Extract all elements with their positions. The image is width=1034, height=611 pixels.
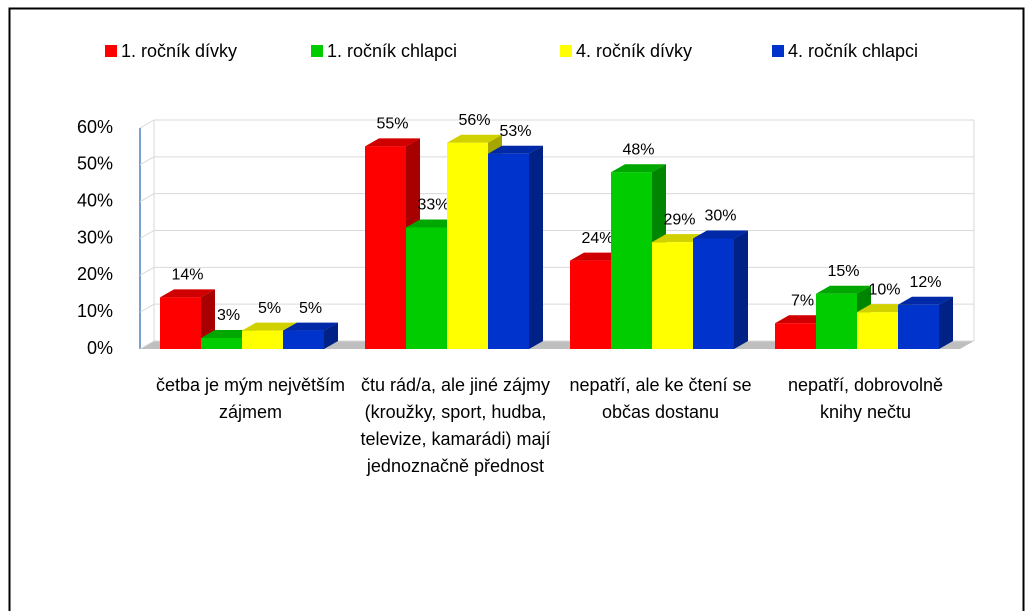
side-grid-line	[139, 266, 155, 276]
data-label: 55%	[376, 116, 408, 133]
bar	[611, 172, 652, 349]
bar-top	[693, 230, 748, 239]
side-grid-line	[139, 303, 155, 313]
bar	[160, 297, 201, 349]
data-label: 5%	[299, 300, 322, 317]
bar-top-shade	[447, 134, 502, 143]
legend-label: 4. ročník dívky	[576, 41, 692, 61]
side-grid-line	[139, 156, 155, 166]
data-label: 33%	[417, 197, 449, 214]
data-label: 3%	[217, 307, 240, 324]
bar	[816, 293, 857, 349]
y-tick-label: 10%	[77, 301, 113, 321]
bar-top-shade	[693, 230, 748, 239]
legend-label: 1. ročník dívky	[121, 41, 237, 61]
bar-top	[816, 285, 871, 294]
legend-label: 1. ročník chlapci	[327, 41, 457, 61]
y-tick-label: 20%	[77, 264, 113, 284]
y-tick-label: 30%	[77, 227, 113, 247]
x-tick-label: četba je mým největším zájmem	[155, 375, 346, 422]
x-tick-label: čtu rád/a, ale jiné zájmy (kroužky, spor…	[360, 375, 551, 476]
bar-side	[939, 296, 953, 349]
bar-top	[898, 296, 953, 305]
bar	[693, 238, 734, 349]
bar-top-shade	[160, 289, 215, 298]
bar-top	[611, 164, 666, 173]
bar-top	[488, 145, 543, 154]
bar-side	[529, 145, 543, 349]
bar-side	[734, 230, 748, 349]
data-label: 5%	[258, 300, 281, 317]
bar-side	[324, 322, 338, 349]
bar	[406, 227, 447, 349]
bar	[652, 242, 693, 349]
data-label: 53%	[499, 123, 531, 140]
bar-top	[283, 322, 338, 331]
bar-top-shade	[488, 145, 543, 154]
bar	[570, 260, 611, 349]
bar-top	[242, 322, 297, 331]
y-tick-label: 0%	[87, 338, 113, 358]
data-label: 30%	[704, 208, 736, 225]
side-grid-line	[139, 340, 155, 350]
bar	[242, 330, 283, 349]
bar-top-shade	[816, 285, 871, 294]
frame	[8, 7, 1025, 611]
x-tick-label: nepatří, ale ke čtení se občas dostanu	[569, 375, 752, 422]
data-label: 56%	[458, 112, 490, 129]
legend-swatch	[311, 45, 323, 57]
y-tick-label: 40%	[77, 190, 113, 210]
data-label: 24%	[581, 230, 613, 247]
bar	[365, 146, 406, 349]
bar	[283, 330, 324, 349]
bar-side-shade	[734, 230, 748, 349]
bar	[857, 312, 898, 349]
bar-side-shade	[529, 145, 543, 349]
bar	[201, 337, 242, 349]
side-grid-line	[139, 119, 155, 129]
y-tick-label: 60%	[77, 117, 113, 137]
data-label: 14%	[171, 267, 203, 284]
bar-top-shade	[611, 164, 666, 173]
bar-top	[447, 134, 502, 143]
bar	[775, 323, 816, 349]
bar-top-shade	[365, 138, 420, 147]
bar-top-shade	[898, 296, 953, 305]
bar	[488, 153, 529, 349]
bar-top	[160, 289, 215, 298]
floor	[140, 341, 974, 349]
bar-side-shade	[939, 296, 953, 349]
bar-top-shade	[242, 322, 297, 331]
bar-side-shade	[324, 322, 338, 349]
data-label: 15%	[827, 263, 859, 280]
legend-label: 4. ročník chlapci	[788, 41, 918, 61]
bar	[898, 304, 939, 349]
data-label: 12%	[909, 274, 941, 291]
data-label: 48%	[622, 141, 654, 158]
data-label: 7%	[791, 292, 814, 309]
y-tick-label: 50%	[77, 154, 113, 174]
bar-top-shade	[283, 322, 338, 331]
legend-swatch	[105, 45, 117, 57]
side-grid-line	[139, 230, 155, 239]
legend-swatch	[560, 45, 572, 57]
side-grid-line	[139, 193, 155, 203]
bar-top	[365, 138, 420, 147]
x-tick-label: nepatří, dobrovolně knihy nečtu	[787, 375, 944, 422]
data-label: 10%	[868, 281, 900, 298]
bar	[447, 142, 488, 349]
legend-swatch	[772, 45, 784, 57]
data-label: 29%	[663, 211, 695, 228]
